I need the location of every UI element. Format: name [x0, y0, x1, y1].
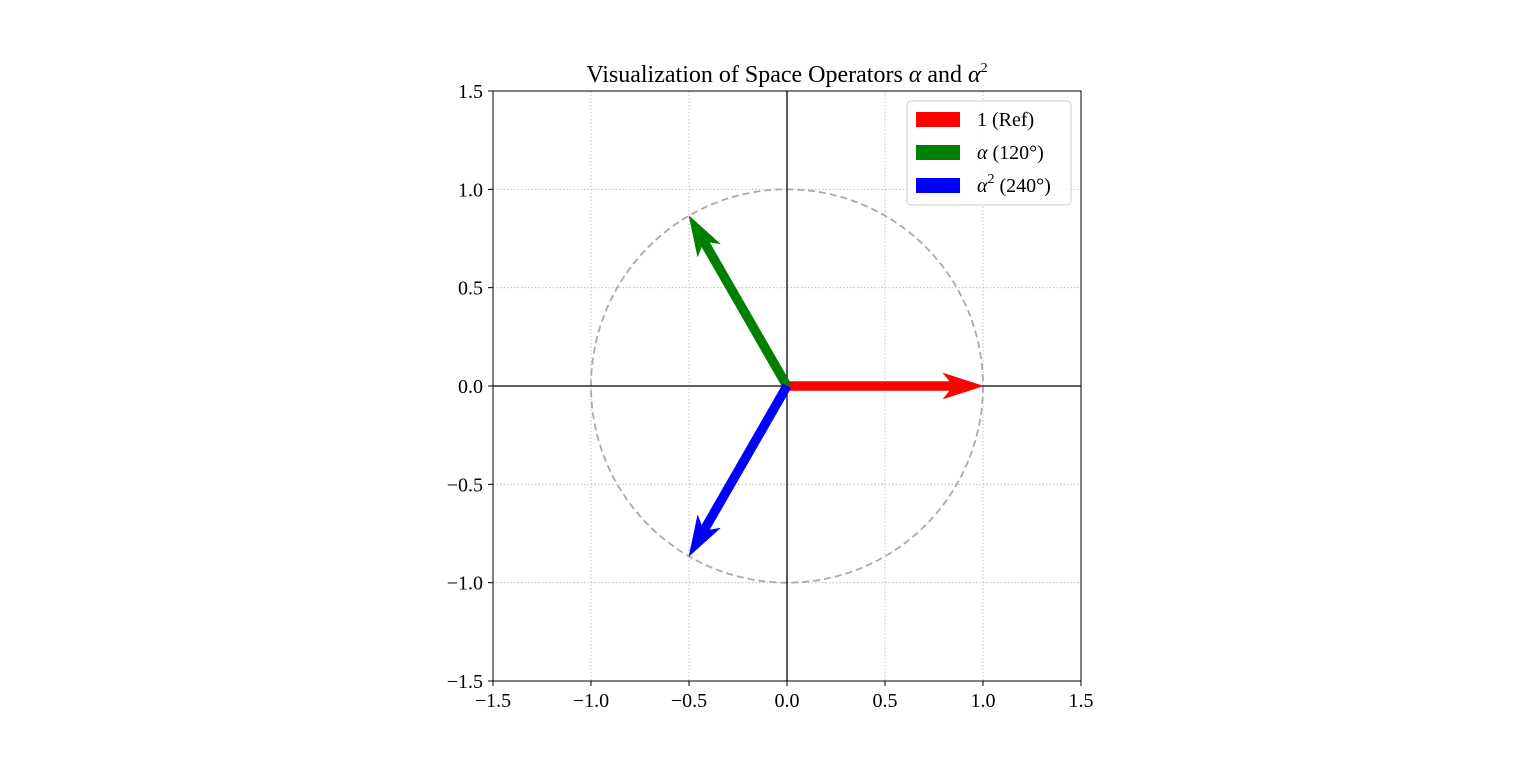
y-tick-label: 0.0: [458, 376, 483, 398]
title-prefix: Visualization of Space Operators: [586, 62, 908, 88]
x-tick-label: −1.5: [475, 690, 511, 712]
x-tick-label: 1.0: [971, 690, 996, 712]
x-tick-label: 0.5: [873, 690, 898, 712]
arrow-ref: [786, 372, 984, 400]
axis-ticks: −1.5 −1.0 −0.5 0.0 0.5 1.0 1.5 −1.5 −1.0 −0.5 0.0 0…: [447, 81, 1094, 712]
x-tick-label: −0.5: [671, 690, 707, 712]
legend-label-ref: 1 (Ref): [977, 109, 1034, 131]
x-tick-label: −1.0: [573, 690, 609, 712]
legend-swatch-ref: [916, 112, 960, 127]
chart-title-text: Visualization of Space Operators α and α…: [586, 61, 987, 88]
chart-title: Visualization of Space Operators α and α…: [586, 61, 987, 88]
arrow-alpha: [688, 214, 792, 389]
y-tick-label: −1.5: [447, 671, 483, 693]
y-tick-label: 0.5: [458, 278, 483, 300]
x-tick-label: 1.5: [1069, 690, 1094, 712]
legend-swatch-alpha: [916, 145, 960, 160]
arrow-alpha2: [688, 383, 792, 558]
vector-arrows: [688, 214, 984, 558]
y-tick-label: 1.5: [458, 81, 483, 103]
legend-swatch-alpha2: [916, 178, 960, 193]
title-superscript: 2: [981, 61, 988, 76]
y-tick-label: −0.5: [447, 474, 483, 496]
y-tick-label: 1.0: [458, 179, 483, 201]
y-tick-label: −1.0: [447, 573, 483, 595]
title-symbol-alpha: α: [909, 62, 922, 88]
legend-label-alpha2: α2 (240°): [977, 172, 1051, 197]
legend-label-alpha: α (120°): [977, 142, 1044, 164]
title-connector: and: [921, 62, 968, 88]
title-symbol-alpha-squared: α: [968, 62, 981, 88]
x-tick-label: 0.0: [775, 690, 800, 712]
legend: 1 (Ref) α (120°) α2 (240°): [906, 100, 1072, 206]
